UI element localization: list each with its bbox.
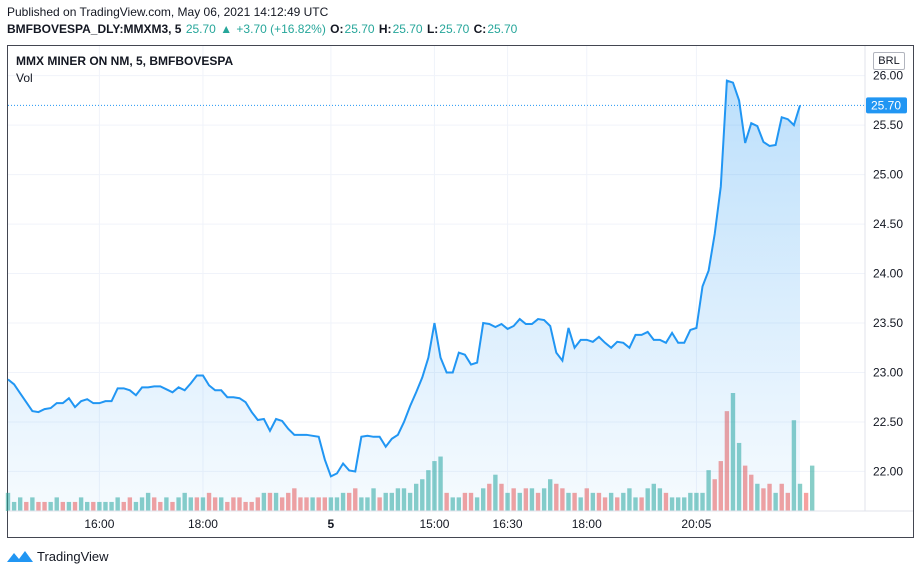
volume-bar bbox=[803, 492, 809, 511]
y-tick-label: 23.00 bbox=[873, 365, 903, 379]
x-tick-label: 15:00 bbox=[419, 517, 449, 531]
y-tick-label: 25.50 bbox=[873, 118, 903, 132]
x-tick-label: 16:00 bbox=[84, 517, 114, 531]
up-arrow-icon: ▲ bbox=[220, 22, 233, 36]
low-value: 25.70 bbox=[439, 22, 470, 36]
price-line bbox=[7, 79, 801, 478]
y-tick-label: 25.00 bbox=[873, 168, 903, 182]
close-label: C: bbox=[473, 22, 487, 36]
chart-title: MMX MINER ON NM, 5, BMFBOVESPA bbox=[16, 54, 234, 68]
y-tick-label: 22.00 bbox=[873, 464, 903, 478]
price-area-fill bbox=[8, 80, 800, 511]
volume-bar bbox=[809, 465, 815, 511]
close-value: 25.70 bbox=[487, 22, 518, 36]
x-tick-label: 18:00 bbox=[572, 517, 602, 531]
open-label: O: bbox=[330, 22, 344, 36]
y-tick-label: 22.50 bbox=[873, 415, 903, 429]
high-value: 25.70 bbox=[392, 22, 423, 36]
brand-label: TradingView bbox=[37, 549, 109, 564]
tradingview-logo-icon bbox=[7, 550, 33, 562]
x-tick-label: 20:05 bbox=[681, 517, 711, 531]
last-price-badge bbox=[866, 97, 907, 114]
x-tick-label: 5 bbox=[328, 517, 335, 531]
y-tick-label: 23.50 bbox=[873, 316, 903, 330]
y-tick-label: 24.00 bbox=[873, 267, 903, 281]
low-label: L: bbox=[426, 22, 439, 36]
tradingview-branding[interactable]: TradingView bbox=[7, 549, 109, 564]
x-tick-label: 16:30 bbox=[493, 517, 523, 531]
symbol-quote-line: BMFBOVESPA_DLY:MMXM3, 5 25.70 ▲ +3.70 (+… bbox=[7, 22, 518, 36]
published-caption: Published on TradingView.com, May 06, 20… bbox=[7, 5, 329, 19]
y-axis: 26.00 25.50 25.00 24.50 24.00 23.50 23.00 22.50… bbox=[873, 69, 903, 479]
x-tick-label: 18:00 bbox=[188, 517, 218, 531]
x-axis: 16:00 18:00 5 15:00 16:30 18:00 20:05 bbox=[84, 517, 711, 531]
last-price-badge-label: 25.70 bbox=[871, 98, 901, 112]
symbol-label: BMFBOVESPA_DLY:MMXM3, 5 bbox=[7, 22, 182, 36]
open-value: 25.70 bbox=[344, 22, 375, 36]
volume-legend: Vol bbox=[16, 71, 33, 85]
currency-button[interactable]: BRL bbox=[873, 52, 905, 70]
last-price: 25.70 bbox=[185, 22, 216, 36]
y-tick-label: 24.50 bbox=[873, 217, 903, 231]
y-tick-label: 26.00 bbox=[873, 69, 903, 83]
high-label: H: bbox=[378, 22, 392, 36]
chart-frame bbox=[7, 45, 914, 538]
price-change: +3.70 (+16.82%) bbox=[236, 22, 326, 36]
